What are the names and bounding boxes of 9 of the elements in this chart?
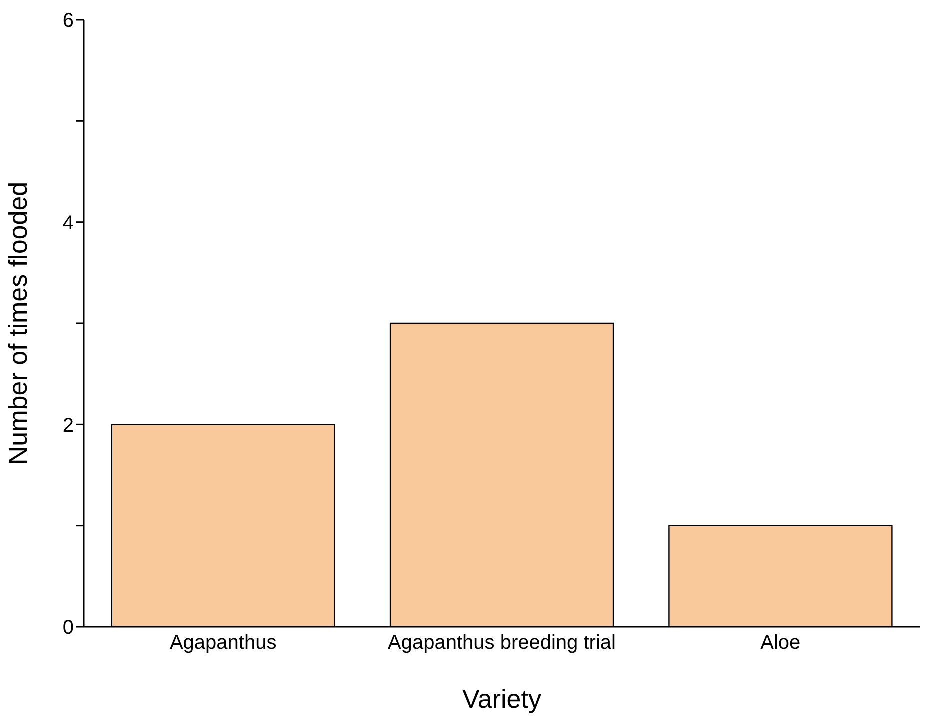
x-tick-label: Agapanthus breeding trial xyxy=(388,632,616,654)
y-axis-title: Number of times flooded xyxy=(3,182,34,466)
y-tick-label: 2 xyxy=(62,414,74,437)
y-tick-label: 4 xyxy=(62,212,74,234)
x-axis-title: Variety xyxy=(462,684,542,714)
y-tick-label: 6 xyxy=(62,10,74,32)
x-tick-label: Agapanthus xyxy=(170,632,277,654)
y-tick-label: 0 xyxy=(62,617,74,640)
x-tick-label: Aloe xyxy=(760,632,801,654)
